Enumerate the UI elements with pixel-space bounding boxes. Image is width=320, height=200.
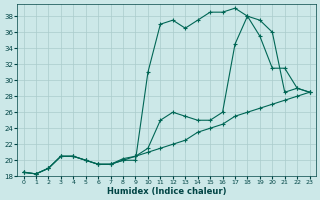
X-axis label: Humidex (Indice chaleur): Humidex (Indice chaleur) — [107, 187, 226, 196]
